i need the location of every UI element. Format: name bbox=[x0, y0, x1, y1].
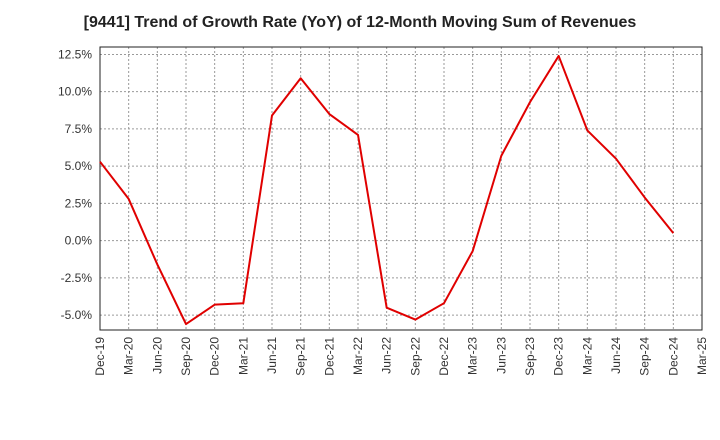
series-line bbox=[99, 54, 675, 326]
y-tick-label: -5.0% bbox=[61, 308, 93, 322]
plot-area bbox=[100, 47, 702, 330]
y-tick-label: 10.0% bbox=[58, 85, 92, 99]
y-tick-label: 0.0% bbox=[65, 234, 93, 248]
chart-title: [9441] Trend of Growth Rate (YoY) of 12-… bbox=[83, 14, 637, 31]
plot-border bbox=[99, 46, 703, 331]
y-tick-label: 5.0% bbox=[65, 159, 93, 173]
x-tick-label: Dec-24 bbox=[666, 337, 680, 376]
x-tick-label: Sep-23 bbox=[523, 337, 537, 376]
x-tick-label: Mar-25 bbox=[695, 337, 709, 375]
x-tick-label: Mar-24 bbox=[580, 337, 594, 375]
x-tick-label: Sep-22 bbox=[408, 337, 422, 376]
x-tick-label: Jun-24 bbox=[609, 337, 623, 374]
x-tick-label: Mar-22 bbox=[351, 337, 365, 375]
x-tick-label: Sep-21 bbox=[294, 337, 308, 376]
x-tick-label: Jun-20 bbox=[150, 337, 164, 374]
y-tick-label: -2.5% bbox=[61, 271, 93, 285]
x-tick-label: Sep-20 bbox=[179, 337, 193, 376]
x-tick-label: Dec-23 bbox=[552, 337, 566, 376]
x-tick-label: Mar-23 bbox=[466, 337, 480, 375]
x-tick-label: Dec-22 bbox=[437, 337, 451, 376]
x-tick-label: Dec-20 bbox=[208, 337, 222, 376]
y-tick-label: 12.5% bbox=[58, 47, 92, 61]
x-tick-label: Jun-21 bbox=[265, 337, 279, 374]
y-tick-label: 7.5% bbox=[65, 122, 93, 136]
x-tick-label: Sep-24 bbox=[638, 337, 652, 376]
x-tick-label: Dec-19 bbox=[93, 337, 107, 376]
x-tick-label: Jun-22 bbox=[380, 337, 394, 374]
x-tick-label: Dec-21 bbox=[322, 337, 336, 376]
y-tick-label: 2.5% bbox=[65, 196, 93, 210]
x-tick-label: Mar-20 bbox=[122, 337, 136, 375]
x-tick-label: Jun-23 bbox=[494, 337, 508, 374]
x-tick-label: Mar-21 bbox=[236, 337, 250, 375]
